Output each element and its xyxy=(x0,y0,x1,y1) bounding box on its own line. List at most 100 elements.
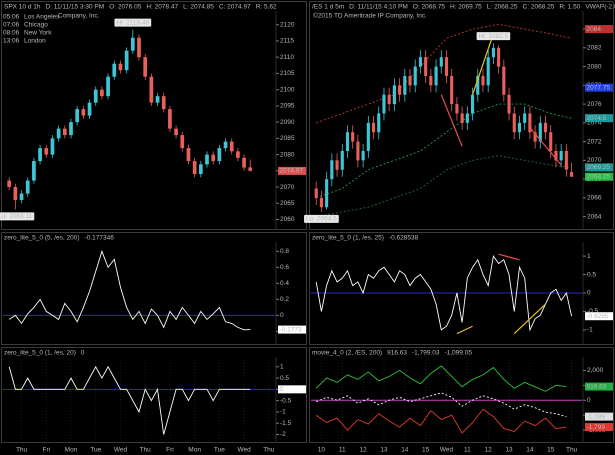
y-tick-label: 1 xyxy=(587,253,591,260)
x-tick-label: Wed xyxy=(114,447,128,454)
candle-body xyxy=(533,132,537,142)
candle-body xyxy=(7,180,12,188)
hi-label: Hi: 2118.48 xyxy=(116,19,149,26)
candle-body xyxy=(387,94,391,105)
indicator-line xyxy=(316,392,567,418)
price-label: 2074.97 xyxy=(280,168,304,175)
price-label: -1,099 xyxy=(587,413,606,420)
x-tick-label: 12 xyxy=(359,447,367,454)
candle-body xyxy=(69,122,73,136)
price-label: 916.63 xyxy=(587,383,607,390)
candle-body xyxy=(512,113,516,133)
y-tick-label: 0 xyxy=(587,397,591,404)
candle-body xyxy=(236,151,240,158)
candle-body xyxy=(242,157,246,168)
clock-city: Los Angeles xyxy=(24,14,60,21)
panel-header: -0.177346 xyxy=(85,235,115,242)
y-tick-label: 0.8 xyxy=(280,248,289,255)
y-tick-label: 2076 xyxy=(587,101,602,108)
panel-header: VWAP(-2.0, 2.0,... xyxy=(585,4,615,11)
candle-body xyxy=(100,89,104,97)
panel-header: R: 1.50 xyxy=(559,4,580,11)
watermark: ©2015 TD Ameritrade IP Company, Inc. xyxy=(313,12,427,20)
y-tick-label: 2074 xyxy=(587,120,602,127)
candle-body xyxy=(205,154,209,165)
panel-frame xyxy=(309,1,614,230)
candle-body xyxy=(351,132,355,142)
candle-body xyxy=(377,113,381,133)
candle-body xyxy=(161,96,166,110)
candle-body xyxy=(19,193,24,201)
candle-body xyxy=(418,57,423,67)
candle-body xyxy=(403,75,407,95)
candle-body xyxy=(450,75,454,105)
candle-body xyxy=(198,164,203,175)
candle-body xyxy=(192,161,197,175)
candle-body xyxy=(180,135,185,149)
candle-body xyxy=(130,37,135,51)
x-tick-label: 14 xyxy=(526,447,534,454)
candle-body xyxy=(81,109,86,116)
panel-frame xyxy=(1,232,307,345)
candle-body xyxy=(217,148,222,162)
candle-body xyxy=(528,113,532,133)
candle-body xyxy=(25,180,30,194)
panel-header: H: 2069.75 xyxy=(450,4,482,11)
y-tick-label: 2060 xyxy=(280,216,295,223)
price-label-box xyxy=(585,114,613,123)
x-tick-label: 10 xyxy=(318,447,326,454)
price-label-box xyxy=(278,166,306,175)
vwap-band xyxy=(316,155,572,218)
x-tick-label: Wed xyxy=(440,447,454,454)
candle-body xyxy=(382,94,386,114)
candle-body xyxy=(538,122,542,142)
price-label: -1,799 xyxy=(587,424,606,431)
candle-body xyxy=(413,66,417,86)
candle-body xyxy=(564,150,568,170)
y-tick-label: 2115 xyxy=(280,38,294,45)
candle-body xyxy=(559,150,563,161)
candle-body xyxy=(434,66,438,86)
price-label-box xyxy=(585,163,613,172)
y-tick-label: 2,000 xyxy=(587,367,604,374)
y-tick-label: 0.5 xyxy=(587,271,596,278)
price-label-box xyxy=(278,325,306,334)
hi-label: Hi: 2082.5 xyxy=(479,33,509,40)
x-tick-label: Thu xyxy=(566,447,578,454)
y-tick-label: 0.4 xyxy=(280,280,289,287)
candle-body xyxy=(486,57,490,86)
y-tick-label: 2090 xyxy=(280,119,295,126)
panel-header: H: 2078.47 xyxy=(146,4,178,11)
candle-body xyxy=(112,63,117,77)
panel-header: /ES 1 d 5m xyxy=(312,4,344,11)
clock-city: Chicago xyxy=(24,22,48,29)
candle-body xyxy=(62,128,67,136)
candle-body xyxy=(13,187,18,201)
candle-body xyxy=(481,75,485,86)
candle-body xyxy=(470,94,475,114)
candle-body xyxy=(398,85,402,95)
y-tick-label: 2110 xyxy=(280,54,294,61)
trend-line xyxy=(513,303,546,335)
candle-body xyxy=(570,172,574,177)
indicator-line xyxy=(8,250,251,331)
y-tick-label: 2064 xyxy=(587,213,602,220)
clock-time: 05:06 xyxy=(3,14,20,21)
clock-city: London xyxy=(24,38,46,45)
price-label: 2084 xyxy=(587,26,602,33)
indicator-line xyxy=(8,365,251,435)
y-tick-label: 2080 xyxy=(280,151,295,158)
panel-header: SPX 10 d 1h xyxy=(4,4,41,11)
x-tick-label: 13 xyxy=(380,447,388,454)
candle-body xyxy=(444,57,449,76)
panel-header: L: 2068.25 xyxy=(487,4,518,11)
y-tick-label: 1 xyxy=(280,363,284,370)
candle-body xyxy=(174,128,178,136)
x-tick-label: Thu xyxy=(16,447,28,454)
candle-body xyxy=(106,76,110,97)
candle-body xyxy=(507,94,511,114)
x-tick-label: 14 xyxy=(401,447,409,454)
panel-frame xyxy=(1,347,307,443)
candle-body xyxy=(50,138,55,155)
lo-label-box xyxy=(304,214,339,223)
